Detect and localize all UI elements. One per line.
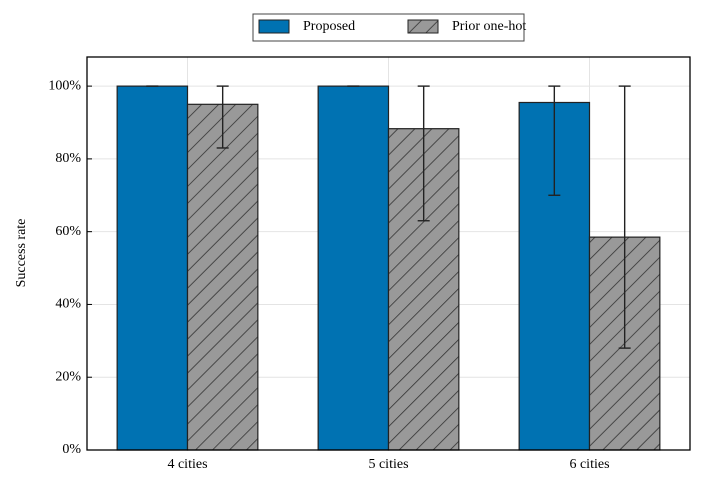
- legend-box: [252, 13, 525, 42]
- bar: [116, 85, 189, 451]
- y-tick-label: 20%: [55, 369, 81, 384]
- y-tick-label: 60%: [55, 224, 81, 239]
- y-tick-label: 100%: [48, 78, 81, 93]
- bar: [317, 85, 390, 451]
- legend-swatch: [407, 19, 439, 34]
- error-bar: [216, 85, 229, 149]
- y-tick-label: 80%: [55, 151, 81, 166]
- bar: [186, 103, 259, 451]
- legend-label: Prior one-hot: [452, 19, 526, 34]
- y-tick-label: 40%: [55, 297, 81, 312]
- error-bar: [548, 85, 561, 196]
- x-tick-label: 5 cities: [368, 457, 408, 472]
- error-bar: [417, 85, 430, 222]
- y-tick-label: 0%: [62, 442, 81, 457]
- legend-swatch: [258, 19, 290, 34]
- x-tick-label: 4 cities: [167, 457, 207, 472]
- error-bar: [618, 85, 631, 349]
- legend-label: Proposed: [303, 19, 355, 34]
- x-tick-label: 6 cities: [569, 457, 609, 472]
- plot-frame: [86, 56, 691, 451]
- y-axis-label: Success rate: [14, 219, 29, 288]
